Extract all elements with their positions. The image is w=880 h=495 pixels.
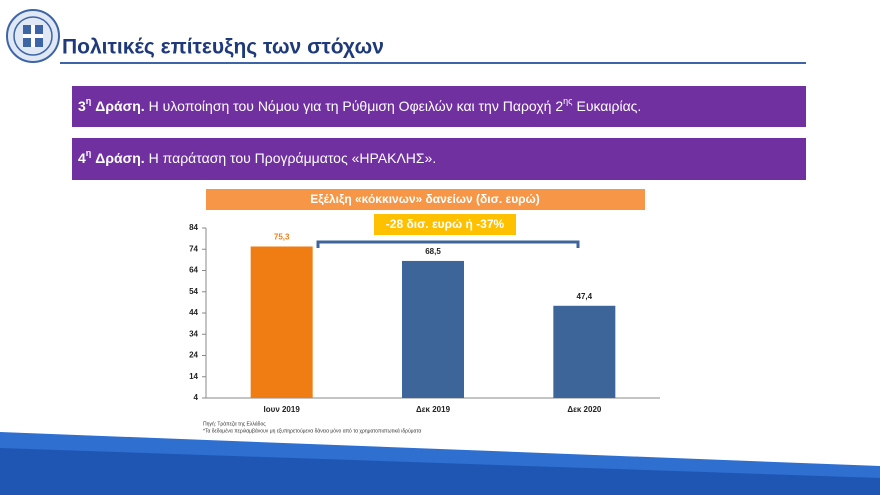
y-tick-label: 64	[189, 266, 198, 275]
logo	[6, 9, 60, 63]
value-label: 47,4	[577, 292, 593, 301]
footer-band	[0, 448, 880, 495]
action-text: 3η Δράση. Η υλοποίηση του Νόμου για τη Ρύθ…	[78, 96, 641, 113]
y-tick-label: 24	[189, 351, 198, 360]
bar	[250, 246, 313, 398]
source: Πηγή: Τράπεζα της Ελλάδος	[203, 420, 266, 427]
action-box	[72, 138, 806, 180]
annotation: -28 δισ. ευρώ ή -37%	[386, 217, 505, 231]
action-box	[72, 86, 806, 127]
y-tick-label: 44	[189, 308, 198, 317]
chart-title-box	[206, 189, 645, 210]
bracket	[316, 240, 580, 248]
y-tick-label: 34	[189, 329, 198, 338]
y-tick-label: 54	[189, 287, 198, 296]
x-tick-label: Ιουν 2019	[264, 405, 301, 414]
value-label: 68,5	[425, 247, 441, 256]
note: *Τα δεδομένα περιλαμβάνουν μη εξυπηρετού…	[203, 427, 421, 434]
y-tick-label: 74	[189, 244, 198, 253]
annotation-box	[374, 214, 516, 235]
x-tick-label: Δεκ 2019	[416, 405, 451, 414]
action-text: 4η Δράση. Η παράταση του Προγράμματος «ΗΡΑ…	[78, 148, 436, 165]
y-tick-label: 84	[189, 223, 198, 232]
value-label: 75,3	[274, 233, 290, 242]
y-tick-label: 14	[189, 372, 198, 381]
bar	[402, 260, 464, 398]
chart-title: Εξέλιξη «κόκκινων» δανείων (δισ. ευρώ)	[310, 192, 540, 206]
slide-title: Πολιτικές επίτευξης των στόχων	[62, 36, 384, 59]
y-tick-label: 4	[194, 393, 199, 402]
bar	[553, 305, 616, 398]
x-tick-label: Δεκ 2020	[567, 405, 602, 414]
